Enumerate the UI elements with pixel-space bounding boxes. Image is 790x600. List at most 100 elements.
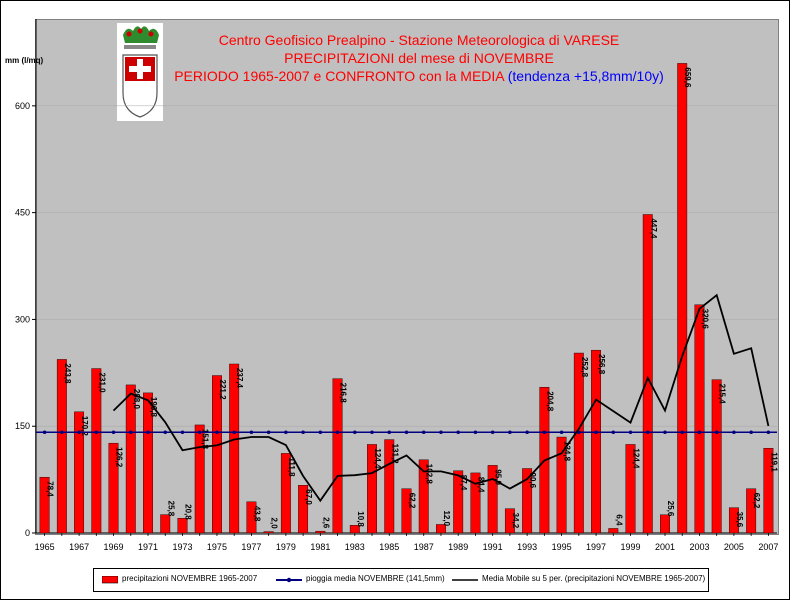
bar-value-label: 78,4	[46, 481, 55, 497]
legend-swatch-moving	[452, 579, 478, 581]
bar	[177, 517, 188, 534]
x-tick-label: 1995	[552, 542, 572, 552]
bar-value-label: 256,8	[597, 354, 606, 375]
x-tick-label: 1965	[35, 542, 55, 552]
chart-title-line-1: Centro Geofisico Prealpino - Stazione Me…	[218, 32, 620, 48]
x-tick-label: 1975	[207, 542, 227, 552]
bar	[263, 531, 274, 534]
bar-value-label: 170,2	[80, 416, 89, 437]
mean-marker	[215, 430, 219, 435]
bar-value-label: 124,4	[632, 448, 641, 469]
mean-marker	[77, 430, 81, 435]
bar-value-label: 84,4	[476, 477, 485, 493]
bar-value-label: 62,2	[408, 493, 417, 509]
bar-value-label: 10,8	[356, 511, 365, 527]
legend-label-moving: Media Mobile su 5 per. (precipitazioni N…	[482, 574, 706, 583]
x-tick-label: 2001	[655, 542, 675, 552]
bar-value-label: 111,8	[287, 457, 296, 477]
bar	[677, 63, 688, 534]
bar	[56, 359, 67, 534]
bar	[591, 349, 601, 534]
chart-title-trend: (tendenza +15,8mm/10y)	[507, 68, 664, 84]
mean-marker	[542, 430, 547, 435]
x-tick-label: 1969	[104, 542, 124, 552]
moving-average-line	[112, 293, 770, 503]
mean-marker	[335, 430, 340, 435]
x-tick-label: 1973	[172, 542, 192, 552]
mean-marker	[766, 430, 771, 435]
x-tick-label: 1999	[621, 542, 641, 552]
x-tick-label: 1985	[379, 542, 399, 552]
mean-marker	[663, 430, 667, 435]
mean-marker	[163, 430, 168, 435]
bar-value-label: 215,4	[718, 384, 727, 405]
bar-value-label: 126,2	[115, 447, 124, 468]
mean-marker	[645, 430, 650, 435]
bar-value-label: 208,0	[132, 389, 141, 410]
legend-label-mean: pioggia media NOVEMBRE (141,5mm)	[306, 574, 445, 583]
bar-value-label: 124,4	[373, 448, 382, 469]
bar	[694, 304, 705, 534]
bar-value-label: 6,4	[614, 514, 623, 526]
bar-value-label: 90,6	[528, 472, 537, 488]
bar-value-label: 243,8	[63, 363, 72, 384]
bar-value-label: 12,0	[442, 510, 451, 526]
chart-svg: 0 150 300 450 600 78,4 243,8 170,2 231,0 126,2 208…	[15, 19, 778, 552]
bar-value-label: 34,2	[511, 513, 520, 529]
mean-marker	[680, 430, 685, 435]
bar	[229, 363, 240, 534]
legend-label-bars: precipitazioni NOVEMBRE 1965-2007	[122, 574, 258, 583]
mean-marker	[421, 430, 426, 435]
mean-marker	[456, 430, 460, 435]
legend-swatch-bars	[102, 576, 118, 584]
mean-marker	[490, 430, 495, 435]
bar-value-label: 25,6	[666, 501, 675, 517]
bar	[660, 514, 670, 534]
x-tick-label: 1997	[586, 542, 606, 552]
bar-value-label: 221,2	[218, 380, 227, 401]
mean-marker	[146, 430, 150, 435]
bar-value-label: 659,6	[683, 67, 692, 88]
x-tick-label: 2003	[689, 542, 709, 552]
chart-title-line-3: PERIODO 1965-2007 e CONFRONTO con la MED…	[119, 68, 719, 85]
bar	[608, 528, 619, 534]
bar-value-label: 134,8	[563, 441, 572, 462]
bar-value-label: 20,8	[183, 504, 192, 520]
x-tick-label: 1981	[310, 542, 330, 552]
mean-marker	[128, 430, 133, 435]
mean-marker	[732, 430, 736, 435]
bar-value-label: 25,8	[166, 501, 175, 517]
mean-marker	[111, 430, 116, 435]
bar-value-label: 231,0	[97, 373, 106, 394]
mean-marker	[284, 430, 288, 435]
mean-marker	[42, 430, 47, 435]
mean-marker	[197, 430, 202, 435]
x-tick-label: 2005	[724, 542, 744, 552]
mean-marker	[180, 430, 185, 435]
x-tick-label: 1977	[241, 542, 261, 552]
bar-value-label: 35,6	[735, 512, 744, 528]
mean-marker	[473, 430, 478, 435]
mean-marker	[525, 430, 529, 435]
bar-value-label: 252,8	[580, 357, 589, 378]
x-tick-label: 1967	[69, 542, 89, 552]
mean-marker	[611, 430, 616, 435]
bar-value-label: 151,8	[201, 429, 210, 450]
bar	[315, 530, 326, 534]
bar-value-label: 2,6	[321, 517, 330, 529]
bar-value-label: 204,8	[545, 391, 554, 412]
legend-swatch-mean	[276, 577, 302, 583]
x-tick-label: 1983	[345, 542, 365, 552]
x-tick-label: 1971	[138, 542, 158, 552]
mean-marker	[387, 430, 392, 435]
mean-marker	[60, 430, 64, 435]
x-tick-label: 1987	[414, 542, 434, 552]
mean-marker	[628, 430, 633, 435]
y-tick-label: 600	[15, 101, 30, 111]
chart-title-line-2: PRECIPITAZIONI del mese di NOVEMBRE	[284, 50, 554, 66]
mean-marker	[749, 430, 753, 435]
y-axis-label: mm (l/mq)	[5, 56, 44, 65]
legend: precipitazioni NOVEMBRE 1965-2007 pioggi…	[93, 568, 709, 592]
bar-value-label: 43,8	[252, 506, 261, 522]
